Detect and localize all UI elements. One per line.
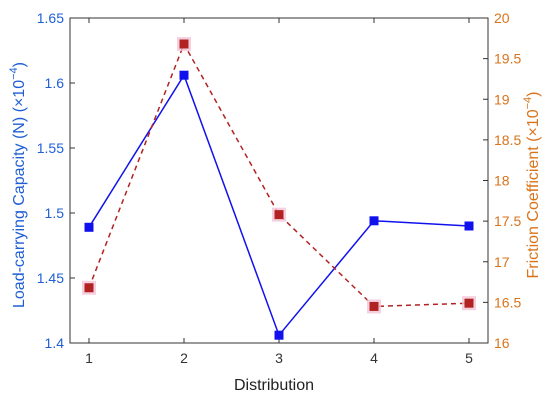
left-axis-ticks: 1.4 1.45 1.5 1.55 1.6 1.65 — [37, 10, 75, 351]
left-tick-label: 1.6 — [45, 75, 65, 91]
right-tick-label: 16.5 — [494, 294, 521, 310]
right-tick-label: 19.5 — [494, 51, 521, 67]
friction-coefficient-point — [274, 210, 284, 220]
load-capacity-point — [464, 221, 474, 231]
load-capacity-point — [84, 222, 94, 232]
right-tick-label: 18 — [494, 173, 510, 189]
friction-coefficient-point — [369, 301, 379, 311]
right-tick-label: 16 — [494, 335, 510, 351]
left-tick-label: 1.4 — [45, 335, 65, 351]
right-tick-label: 17 — [494, 254, 510, 270]
right-axis-title-exponent: −4 — [522, 97, 534, 110]
left-axis-title-text: Load-carrying Capacity (N) (×10 — [11, 80, 28, 308]
right-tick-label: 18.5 — [494, 132, 521, 148]
left-axis-title-exponent: −4 — [8, 67, 20, 80]
x-tick-label: 5 — [465, 350, 473, 366]
load-capacity-point — [274, 330, 284, 340]
x-tick-label: 1 — [85, 350, 93, 366]
friction-coefficient-point — [84, 283, 94, 293]
x-tick-label: 4 — [370, 350, 378, 366]
friction-coefficient-series-line — [88, 42, 470, 308]
x-axis-ticks: 1 2 3 4 5 — [85, 18, 473, 366]
left-axis-title-close: ) — [11, 62, 28, 67]
load-capacity-point — [369, 216, 379, 226]
right-tick-label: 17.5 — [494, 213, 521, 229]
x-tick-label: 3 — [275, 350, 283, 366]
friction-coefficient-point — [179, 39, 189, 49]
left-axis-title: Load-carrying Capacity (N) (×10−4) — [8, 62, 28, 308]
right-tick-label: 20 — [494, 10, 510, 26]
right-axis-title-close: ) — [525, 92, 542, 97]
right-axis-ticks: 16 16.5 17 17.5 18 18.5 19 19.5 20 — [483, 10, 521, 351]
x-axis-title: Distribution — [234, 377, 314, 394]
load-capacity-point — [179, 70, 189, 80]
right-tick-label: 19 — [494, 91, 510, 107]
left-tick-label: 1.5 — [45, 205, 65, 221]
right-axis-title: Friction Coefficient (×10−4) — [522, 92, 542, 279]
left-tick-label: 1.65 — [37, 10, 64, 26]
plot-area — [69, 17, 489, 344]
left-tick-label: 1.45 — [37, 270, 64, 286]
right-axis-title-text: Friction Coefficient (×10 — [525, 109, 542, 278]
series-layer — [82, 37, 476, 340]
left-tick-label: 1.55 — [37, 140, 64, 156]
x-tick-label: 2 — [180, 350, 188, 366]
friction-coefficient-point — [464, 298, 474, 308]
